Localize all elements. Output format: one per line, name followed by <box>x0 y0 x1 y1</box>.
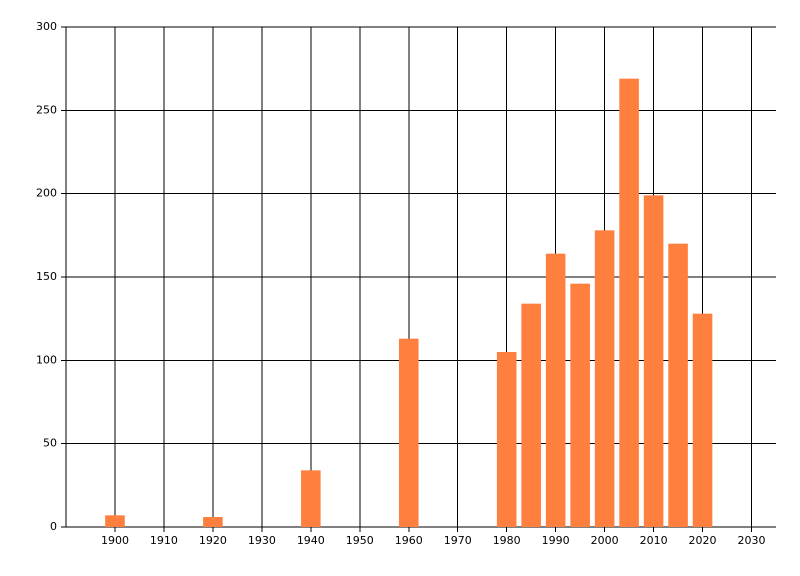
bar <box>594 230 615 528</box>
y-tick-label: 250 <box>36 103 57 116</box>
x-tick-label: 2010 <box>640 534 668 547</box>
x-tick-label: 1970 <box>444 534 472 547</box>
x-tick-label: 1960 <box>395 534 423 547</box>
bar <box>668 243 688 527</box>
x-tick-label: 1950 <box>346 534 374 547</box>
x-tick-label: 1990 <box>542 534 570 547</box>
bar <box>545 253 566 527</box>
bar <box>619 78 639 528</box>
x-tick-label: 1920 <box>199 534 227 547</box>
y-tick-label: 0 <box>50 520 57 533</box>
bar <box>203 517 223 527</box>
bar <box>398 338 419 527</box>
x-tick-label: 2000 <box>591 534 619 547</box>
bar <box>521 303 541 527</box>
bar <box>570 283 590 527</box>
y-tick-label: 50 <box>43 437 57 450</box>
bar <box>692 313 713 527</box>
y-tick-label: 150 <box>36 270 57 283</box>
x-tick-label: 2030 <box>738 534 766 547</box>
x-tick-label: 1900 <box>101 534 129 547</box>
x-tick-label: 1980 <box>493 534 521 547</box>
y-tick-label: 100 <box>36 353 57 366</box>
y-tick-label: 200 <box>36 187 57 200</box>
y-tick-label: 300 <box>36 20 57 33</box>
x-tick-label: 1940 <box>297 534 325 547</box>
bar <box>643 195 664 528</box>
bar <box>496 352 517 527</box>
bar <box>105 515 125 527</box>
x-tick-label: 1930 <box>248 534 276 547</box>
bar <box>301 470 321 527</box>
x-tick-label: 2020 <box>689 534 717 547</box>
x-tick-label: 1910 <box>150 534 178 547</box>
